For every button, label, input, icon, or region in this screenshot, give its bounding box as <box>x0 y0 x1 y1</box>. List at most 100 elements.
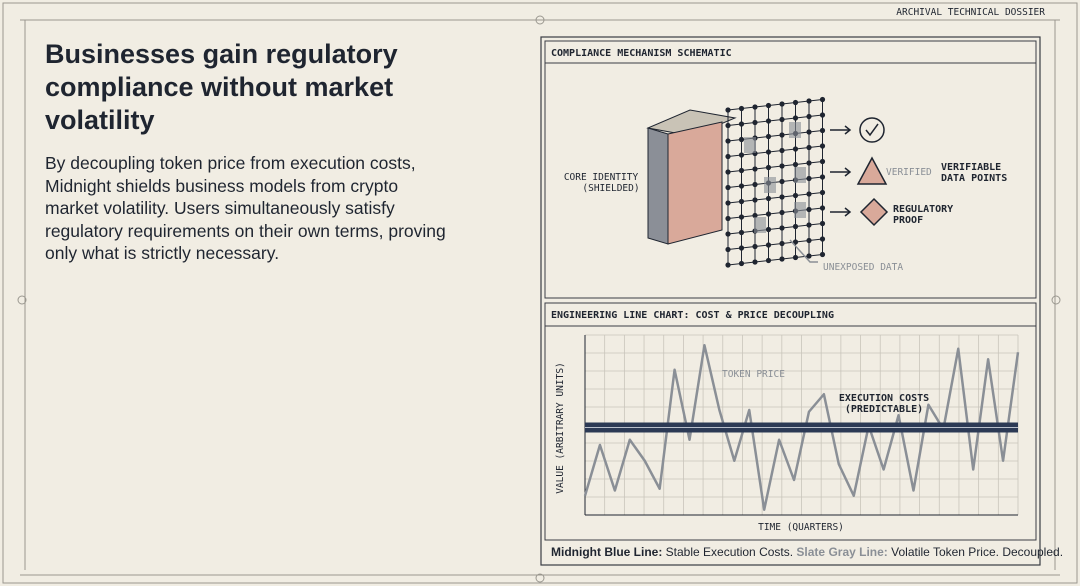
verifiable-label: VERIFIABLE <box>941 162 1001 173</box>
grid-node <box>819 143 826 149</box>
grid-node <box>738 214 745 220</box>
grid-node <box>792 99 799 106</box>
grid-node <box>765 195 772 202</box>
grid-node <box>806 191 812 197</box>
icons <box>789 117 889 263</box>
grid-node <box>752 166 758 172</box>
grid-node <box>779 240 785 247</box>
grid-node <box>765 242 772 248</box>
grid-node <box>819 127 826 134</box>
grid-node <box>792 161 799 168</box>
grid-node <box>819 251 826 258</box>
grid-node <box>792 254 799 261</box>
grid-node <box>738 245 745 251</box>
grid-node <box>779 147 785 154</box>
title: Businesses gain regulatory compliance wi… <box>45 39 398 135</box>
grid-node <box>806 175 812 182</box>
verifiable-label: DATA POINTS <box>941 173 1007 184</box>
data-cell <box>789 122 801 138</box>
grid-node <box>738 121 745 127</box>
annotation: EXECUTION COSTS <box>839 393 929 404</box>
grid-node <box>819 174 826 180</box>
grid-node <box>792 115 799 121</box>
annotation: TOKEN PRICE <box>722 369 785 380</box>
grid-node <box>725 200 731 206</box>
chart-title: ENGINEERING LINE CHART: COST & PRICE DEC… <box>551 310 834 321</box>
grid-node <box>806 160 812 166</box>
grid-node <box>806 113 812 120</box>
proof-label: REGULATORY <box>893 204 953 215</box>
x-axis-label: TIME (QUARTERS) <box>758 522 844 533</box>
grid-node <box>779 225 785 231</box>
grid-node <box>819 96 826 103</box>
data-cell <box>794 167 806 183</box>
grid-node <box>779 132 785 138</box>
chart-box <box>544 302 1037 541</box>
grid-node <box>779 101 785 107</box>
grid-node <box>725 169 731 175</box>
grid-node <box>806 237 812 244</box>
grid-node <box>765 133 772 140</box>
grid-node <box>806 144 812 151</box>
grid-node <box>806 222 812 228</box>
verified-label: VERIFIED <box>886 167 932 178</box>
grid-node <box>792 223 799 230</box>
grid-node <box>779 163 785 169</box>
caption: Midnight Blue Line: Stable Execution Cos… <box>551 545 1063 559</box>
grid-node <box>752 243 758 250</box>
unexposed-label: UNEXPOSED DATA <box>823 262 903 273</box>
grid-node <box>819 189 826 196</box>
grid-node <box>725 262 731 268</box>
grid-node <box>792 239 799 245</box>
data-cell <box>764 177 776 193</box>
grid-node <box>738 183 745 189</box>
grid-node <box>819 158 826 165</box>
series-line <box>583 344 1020 511</box>
schematic-box <box>544 40 1037 299</box>
grid-node <box>738 198 745 205</box>
grid-node <box>779 116 785 123</box>
grid-node <box>725 122 731 129</box>
grid-node <box>765 211 772 217</box>
grid-node <box>725 184 731 191</box>
grid-node <box>806 253 812 259</box>
caption-key: Midnight Blue Line: <box>551 545 663 559</box>
grid-node <box>725 138 731 144</box>
grid-node <box>806 129 812 135</box>
schematic-title: COMPLIANCE MECHANISM SCHEMATIC <box>551 48 732 59</box>
panel <box>540 36 1041 566</box>
grid-node <box>752 181 758 188</box>
grid-node <box>765 102 772 109</box>
grid-node <box>792 146 799 152</box>
grid-node <box>819 205 826 211</box>
grid-node <box>792 192 799 199</box>
grid-node <box>738 136 745 143</box>
y-axis-label: VALUE (ARBITRARY UNITS) <box>555 362 566 494</box>
grid-node <box>752 197 758 203</box>
proof-label: PROOF <box>893 215 923 226</box>
core-label: (SHIELDED) <box>582 183 639 194</box>
grid-node <box>819 220 826 227</box>
grid-node <box>779 256 785 262</box>
grid-node <box>819 112 826 118</box>
grid-node <box>725 246 731 253</box>
caption-key: Slate Gray Line: <box>796 545 888 559</box>
grid-node <box>725 231 731 237</box>
grid-node <box>752 259 758 265</box>
data-cell <box>744 137 756 153</box>
grid-node <box>779 194 785 200</box>
plot <box>583 334 1020 516</box>
caption-text: Stable Execution Costs. <box>665 545 794 559</box>
grid-node <box>806 98 812 104</box>
dot-grid <box>725 96 826 268</box>
grid-node <box>765 257 772 264</box>
shield-block <box>646 109 737 245</box>
grid-node <box>752 212 758 219</box>
grid-node <box>765 164 772 171</box>
data-cell <box>754 217 766 233</box>
annotation: (PREDICTABLE) <box>845 404 923 415</box>
grid-node <box>752 104 758 110</box>
